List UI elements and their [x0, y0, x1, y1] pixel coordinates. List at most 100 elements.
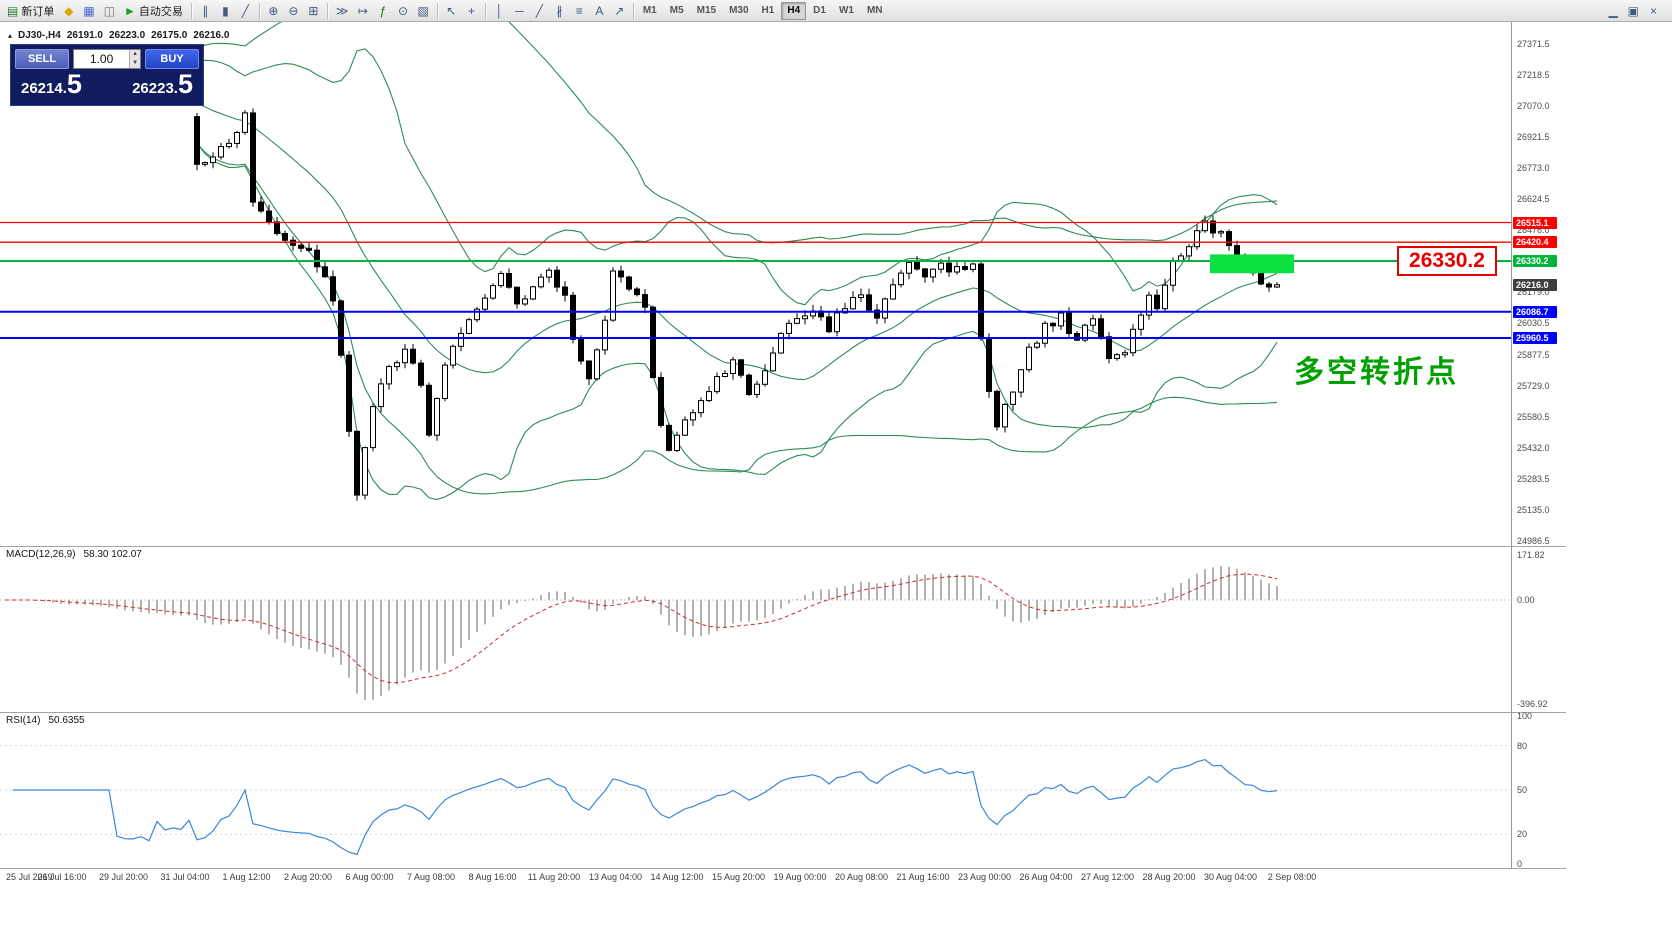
macd-panel[interactable]	[0, 546, 1512, 712]
one-click-toggle-icon[interactable]: ▴	[8, 31, 13, 40]
time-label: 14 Aug 12:00	[650, 872, 704, 882]
bar-chart-button[interactable]: ∥	[196, 1, 215, 20]
line-chart-button[interactable]: ╱	[236, 1, 255, 20]
price-callout[interactable]: 26330.2	[1397, 246, 1497, 276]
toolbar: ▤ 新订单 ◆ ▦ ◫ ► 自动交易 ∥ ▮ ╱ ⊕ ⊖ ⊞ ≫ ↦ ƒ ⊙ ▧ ↖ + │ ─ ╱ ∦ ≡ A ↗ M1 M5 M15…	[0, 0, 1672, 22]
text-button[interactable]: A	[590, 1, 609, 20]
text-icon: A	[595, 3, 604, 18]
price-axis[interactable]: 27371.5 27218.5 27070.0 26921.5 26773.0 26624…	[1512, 0, 1574, 948]
market-watch-button[interactable]: ▦	[79, 1, 98, 20]
price-axis-label: 25135.0	[1517, 504, 1550, 515]
tile-windows-button[interactable]: ⊞	[304, 1, 323, 20]
rsi-axis-label: 0	[1517, 859, 1523, 869]
autotrade-button[interactable]: ► 自动交易	[120, 1, 187, 20]
timeframe-m15-button[interactable]: M15	[696, 5, 717, 16]
autotrade-button-label: 自动交易	[138, 5, 183, 18]
macd-axis-label: 171.82	[1517, 550, 1545, 560]
cursor-icon: ↖	[446, 3, 457, 18]
zoom-out-button[interactable]: ⊖	[284, 1, 303, 20]
time-label: 7 Aug 08:00	[406, 872, 456, 882]
buy-button[interactable]: BUY	[145, 49, 199, 69]
main-chart[interactable]	[0, 22, 1512, 546]
price-axis-label: 25877.5	[1517, 349, 1550, 360]
timeframe-h1-button[interactable]: H1	[761, 5, 775, 16]
panel-splitter[interactable]	[0, 868, 1566, 869]
arrow-tool-button[interactable]: ↗	[610, 1, 629, 20]
volume-down-icon[interactable]: ▼	[129, 59, 140, 68]
price-axis-border	[1511, 22, 1512, 868]
arrow-tool-icon: ↗	[614, 3, 625, 18]
zoom-out-icon: ⊖	[288, 3, 299, 18]
trendline-button[interactable]: ╱	[530, 1, 549, 20]
line-chart-icon: ╱	[241, 3, 250, 18]
auto-scroll-button[interactable]: ≫	[332, 1, 353, 20]
favorites-icon: ◆	[64, 3, 74, 18]
bollinger-band-line	[196, 142, 1278, 501]
macd-axis-label: 0.00	[1517, 595, 1535, 605]
panel-splitter[interactable]	[0, 712, 1566, 713]
timeframe-bar: M1 M5 M15 M30 H1 H4 D1 W1 MN	[637, 0, 889, 22]
crosshair-button[interactable]: +	[462, 1, 481, 20]
channel-button[interactable]: ∦	[550, 1, 569, 20]
candle-chart-button[interactable]: ▮	[216, 1, 235, 20]
timeframe-m30-button[interactable]: M30	[729, 5, 749, 16]
toolbar-right: ▁ ▣ ×	[1604, 0, 1669, 22]
templates-icon: ▧	[417, 3, 429, 18]
rsi-axis[interactable]: 100 80 50 20 0	[1512, 0, 1574, 948]
timeframe-h4-button[interactable]: H4	[781, 1, 807, 20]
zoom-in-button[interactable]: ⊕	[264, 1, 283, 20]
rsi-panel[interactable]	[0, 712, 1512, 868]
sell-button[interactable]: SELL	[15, 49, 69, 69]
minimize-chart-button[interactable]: ▁	[1604, 1, 1623, 20]
crosshair-icon: +	[467, 3, 475, 18]
price-axis-label: 27371.5	[1517, 38, 1550, 49]
restore-chart-button[interactable]: ▣	[1624, 1, 1643, 20]
rsi-header: RSI(14) 50.6355	[6, 715, 85, 726]
fibonacci-button[interactable]: ≡	[570, 1, 589, 20]
timeframe-mn-button[interactable]: MN	[866, 5, 883, 16]
time-label: 30 Aug 04:00	[1203, 872, 1258, 882]
new-order-button[interactable]: ▤ 新订单	[3, 1, 58, 20]
templates-button[interactable]: ▧	[413, 1, 432, 20]
macd-header: MACD(12,26,9) 58.30 102.07	[6, 549, 142, 560]
price-axis-label: 25729.0	[1517, 380, 1550, 391]
one-click-trading-panel: SELL ▲ ▼ BUY 26214.5 26223.5	[10, 44, 204, 106]
volume-input[interactable]	[74, 50, 130, 68]
timeframe-m5-button[interactable]: M5	[669, 5, 684, 16]
trendline-icon: ╱	[535, 3, 543, 18]
toolbar-separator	[436, 2, 438, 19]
vertical-line-icon: │	[495, 3, 504, 18]
favorites-button[interactable]: ◆	[59, 1, 78, 20]
tile-windows-icon: ⊞	[308, 3, 319, 18]
horizontal-line-button[interactable]: ─	[510, 1, 529, 20]
macd-signal-line	[5, 573, 1278, 684]
turning-point-annotation[interactable]: 多空转折点	[1294, 356, 1459, 389]
cursor-button[interactable]: ↖	[442, 1, 461, 20]
price-badge: 25960.5	[1513, 332, 1557, 344]
highlight-rectangle[interactable]	[1210, 254, 1294, 274]
volume-up-icon[interactable]: ▲	[129, 50, 140, 59]
price-badge: 26086.7	[1513, 305, 1557, 318]
auto-scroll-icon: ≫	[335, 3, 349, 18]
symbol-name: DJ30-,H4	[18, 30, 61, 41]
zoom-in-icon: ⊕	[268, 3, 279, 18]
vertical-line-button[interactable]: │	[490, 1, 509, 20]
periods-button[interactable]: ⊙	[393, 1, 412, 20]
chart-shift-icon: ↦	[357, 3, 369, 18]
toolbar-separator	[258, 2, 260, 19]
toolbar-separator	[326, 2, 328, 19]
time-label: 26 Aug 04:00	[1019, 872, 1073, 882]
timeframe-m1-button[interactable]: M1	[642, 5, 657, 16]
timeframe-d1-button[interactable]: D1	[813, 5, 826, 16]
panel-splitter[interactable]	[0, 546, 1566, 547]
time-axis[interactable]: 25 Jul 2019 26 Jul 16:00 29 Jul 20:00 31 Ju…	[0, 869, 1512, 889]
close-chart-icon: ×	[1649, 3, 1657, 18]
macd-axis[interactable]: 171.82 0.00 -396.92	[1512, 0, 1574, 948]
chart-shift-button[interactable]: ↦	[353, 1, 372, 20]
rsi-axis-label: 20	[1517, 829, 1528, 840]
indicators-button[interactable]: ƒ	[373, 1, 392, 20]
time-label: 31 Jul 04:00	[160, 872, 210, 882]
timeframe-w1-button[interactable]: W1	[838, 5, 854, 16]
strategy-tester-button[interactable]: ◫	[100, 1, 119, 20]
close-chart-button[interactable]: ×	[1644, 1, 1663, 20]
